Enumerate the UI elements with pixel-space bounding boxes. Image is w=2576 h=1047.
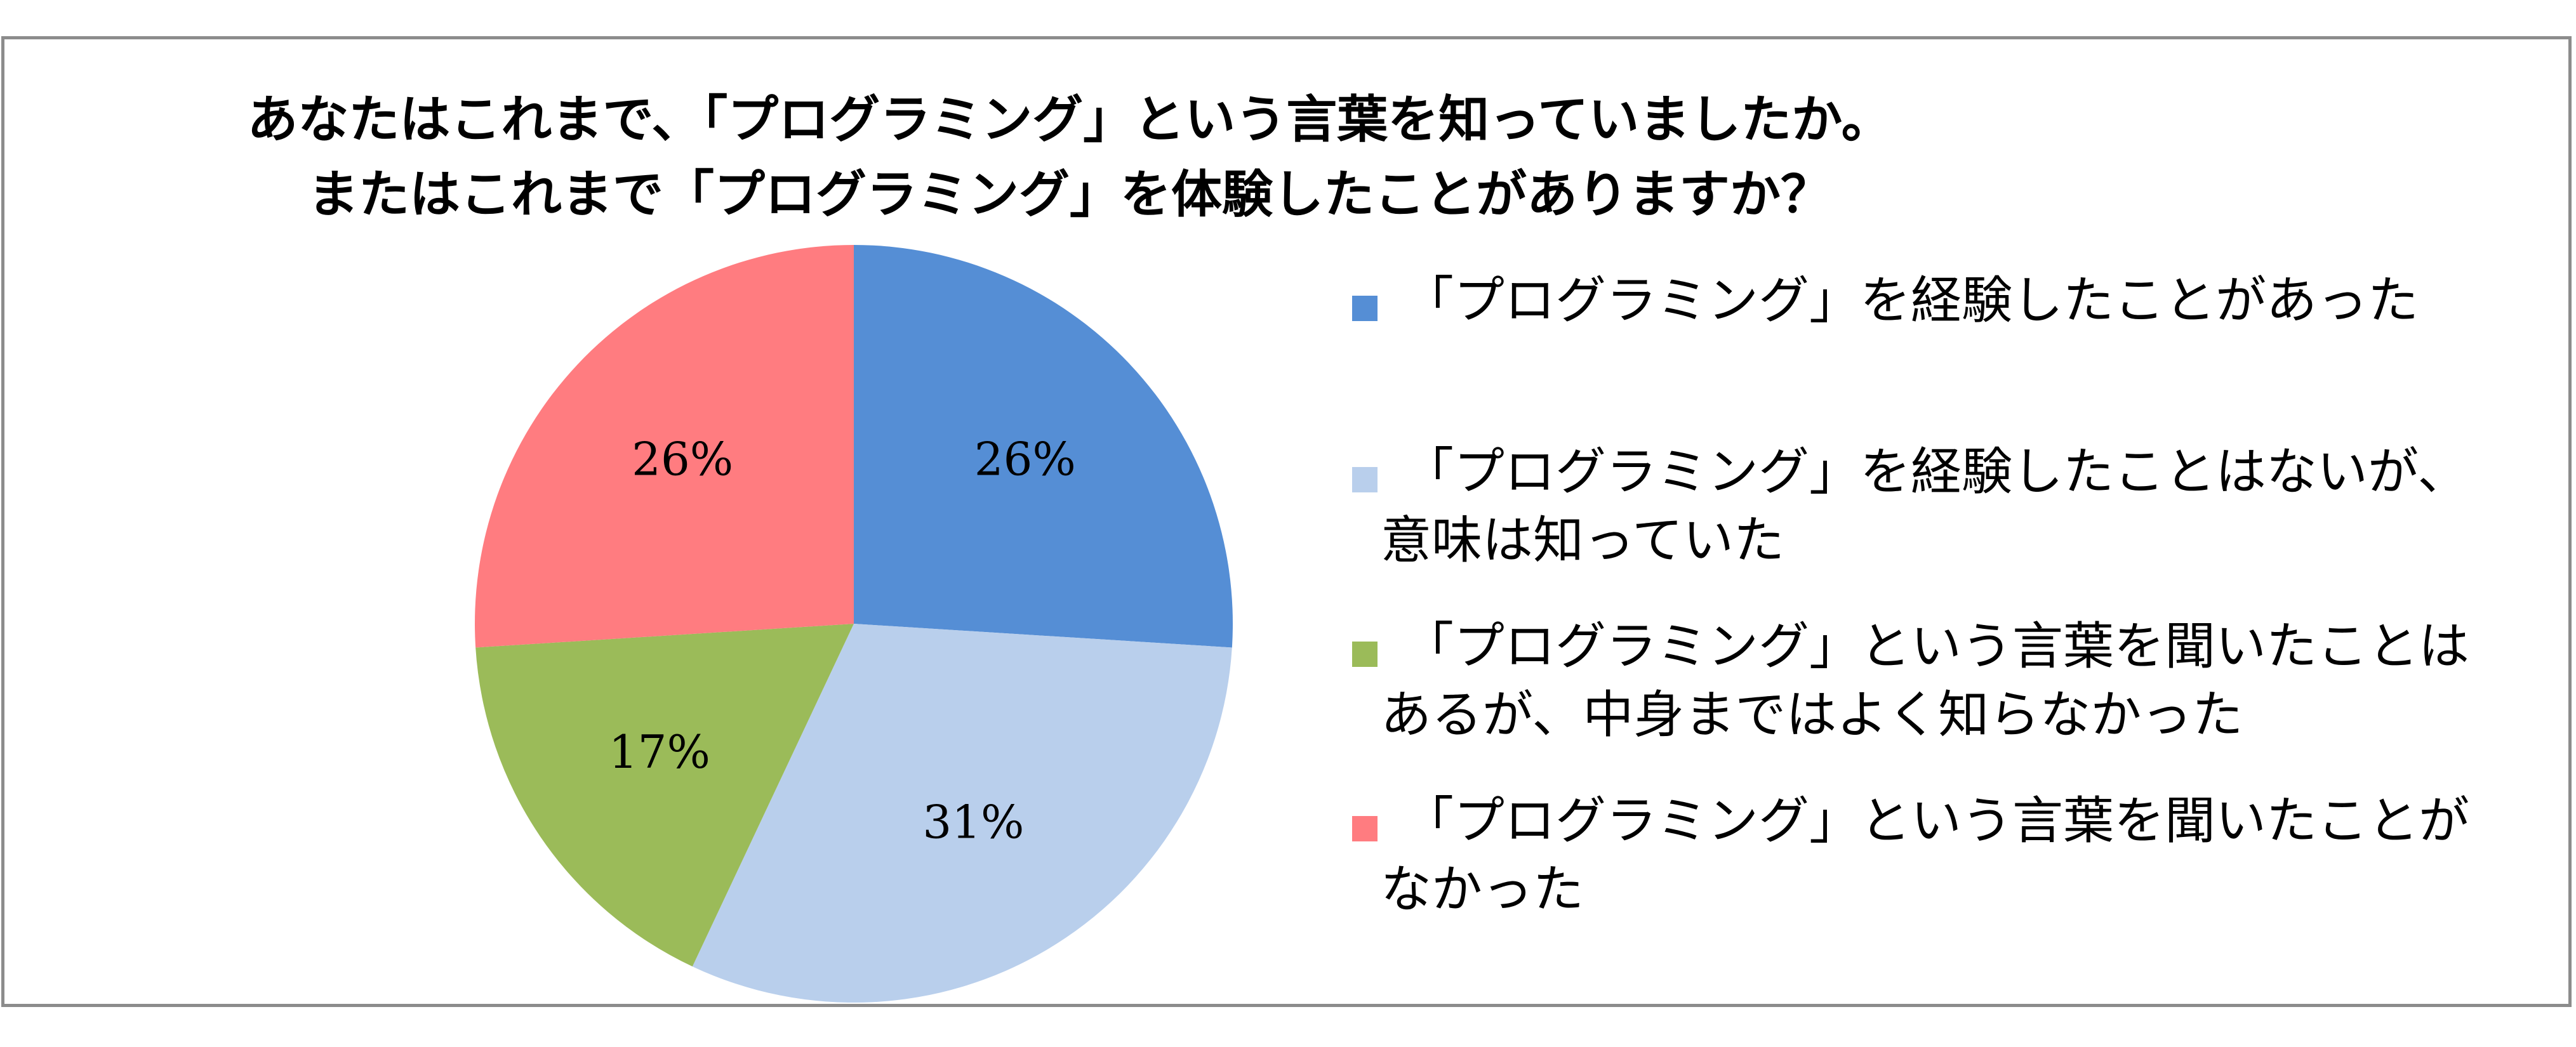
pie-data-label-3: 17% [609,725,710,779]
legend-swatch-3 [1352,642,1378,667]
legend-label-1-line-1: 「プログラミング」を経験したことがあった [1403,271,2419,330]
pie-slice-2 [692,624,1232,1003]
pie-data-label-4: 26% [632,433,733,486]
chart-title-line-2: またはこれまで「プログラミング」を体験したことがありますか？ [308,165,1831,224]
legend-swatch-4 [1352,816,1378,841]
legend-label-4-line-2: なかった [1381,860,1584,919]
legend-label-2-line-2: 意味は知っていた [1381,511,1784,570]
chart-title: あなたはこれまで、「プログラミング」という言葉を知っていましたか。 またはこれま… [0,82,2139,232]
pie-slice-4 [475,245,854,648]
legend-label-3-line-1: 「プログラミング」という言葉を聞いたことは [1403,617,2469,676]
legend-label-4-line-1: 「プログラミング」という言葉を聞いたことが [1403,791,2469,850]
pie-slice-1 [854,245,1233,648]
pie-slice-3 [475,624,854,967]
chart-frame [1,36,2572,1007]
legend-swatch-2 [1352,467,1378,492]
legend-label-3-line-2: あるが、中身まではよく知らなかった [1381,685,2243,744]
chart-title-line-1: あなたはこれまで、「プログラミング」という言葉を知っていましたか。 [247,90,1892,149]
legend-label-2-line-1: 「プログラミング」を経験したことはないが、 [1403,442,2469,501]
pie-data-label-1: 26% [974,433,1076,486]
legend-swatch-1 [1352,296,1378,321]
pie-data-label-2: 31% [922,796,1024,849]
